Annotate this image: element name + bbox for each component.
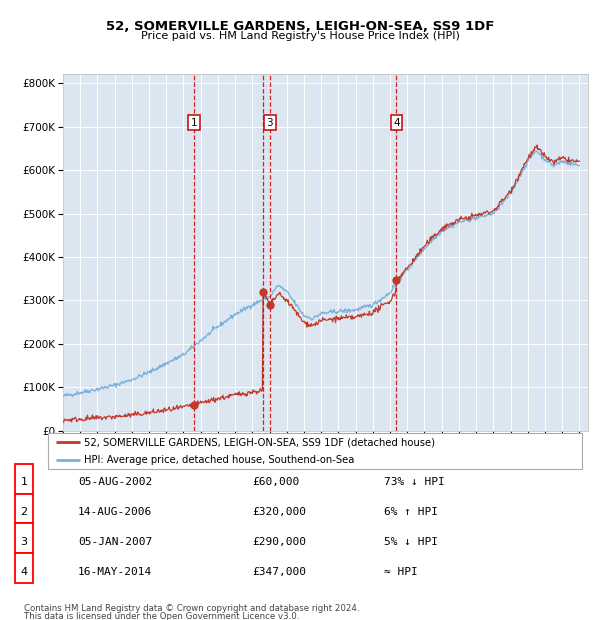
Text: 3: 3 <box>266 118 273 128</box>
Text: £320,000: £320,000 <box>252 507 306 517</box>
Text: 4: 4 <box>393 118 400 128</box>
Text: £60,000: £60,000 <box>252 477 299 487</box>
Text: 6% ↑ HPI: 6% ↑ HPI <box>384 507 438 517</box>
Text: This data is licensed under the Open Government Licence v3.0.: This data is licensed under the Open Gov… <box>24 612 299 620</box>
Text: 1: 1 <box>190 118 197 128</box>
Text: 52, SOMERVILLE GARDENS, LEIGH-ON-SEA, SS9 1DF (detached house): 52, SOMERVILLE GARDENS, LEIGH-ON-SEA, SS… <box>85 437 436 448</box>
Text: 4: 4 <box>20 567 28 577</box>
Text: HPI: Average price, detached house, Southend-on-Sea: HPI: Average price, detached house, Sout… <box>85 455 355 466</box>
Text: 5% ↓ HPI: 5% ↓ HPI <box>384 537 438 547</box>
Text: Price paid vs. HM Land Registry's House Price Index (HPI): Price paid vs. HM Land Registry's House … <box>140 31 460 41</box>
Text: 16-MAY-2014: 16-MAY-2014 <box>78 567 152 577</box>
Text: £347,000: £347,000 <box>252 567 306 577</box>
Text: 05-JAN-2007: 05-JAN-2007 <box>78 537 152 547</box>
Text: 73% ↓ HPI: 73% ↓ HPI <box>384 477 445 487</box>
Text: 14-AUG-2006: 14-AUG-2006 <box>78 507 152 517</box>
Text: 2: 2 <box>20 507 28 517</box>
Text: 1: 1 <box>20 477 28 487</box>
Text: 3: 3 <box>20 537 28 547</box>
Text: ≈ HPI: ≈ HPI <box>384 567 418 577</box>
Text: £290,000: £290,000 <box>252 537 306 547</box>
Text: 05-AUG-2002: 05-AUG-2002 <box>78 477 152 487</box>
Text: Contains HM Land Registry data © Crown copyright and database right 2024.: Contains HM Land Registry data © Crown c… <box>24 604 359 613</box>
Text: 52, SOMERVILLE GARDENS, LEIGH-ON-SEA, SS9 1DF: 52, SOMERVILLE GARDENS, LEIGH-ON-SEA, SS… <box>106 20 494 33</box>
